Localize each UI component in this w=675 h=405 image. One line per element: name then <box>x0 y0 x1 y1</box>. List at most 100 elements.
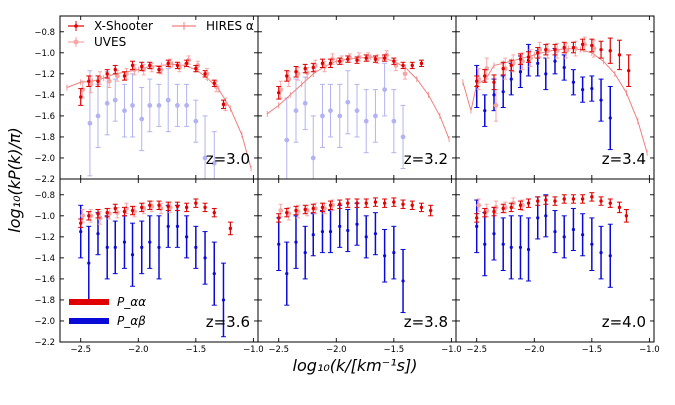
pab-point <box>157 245 161 249</box>
xshooter-point <box>140 205 144 210</box>
xshooter-point <box>608 201 612 205</box>
x-tick-label: −1.5 <box>582 345 603 355</box>
pab-point <box>140 245 144 249</box>
xshooter-point <box>184 205 189 210</box>
xshooter-point <box>105 72 109 76</box>
xshooter-point <box>355 201 359 205</box>
xshooter-point <box>590 43 594 48</box>
xshooter-point <box>617 205 622 210</box>
legend-xshooter-label: X-Shooter <box>94 19 153 33</box>
pab-point <box>518 70 523 74</box>
xshooter-point <box>419 61 424 66</box>
xshooter-point <box>212 210 216 215</box>
xshooter-point <box>184 61 189 66</box>
xshooter-point <box>526 55 531 59</box>
y-tick-label: −0.8 <box>34 191 55 201</box>
x-tick-label: −2.0 <box>524 345 545 355</box>
pab-point <box>345 99 351 105</box>
x-tick-label: −2.0 <box>326 345 347 355</box>
pab-point <box>328 108 333 114</box>
y-tick-label: −1.8 <box>34 133 55 143</box>
xshooter-point <box>113 206 117 211</box>
x-axis-label: log₁₀(k/[km⁻¹s]) <box>293 356 418 375</box>
xshooter-point <box>483 210 487 215</box>
y-tick-label: −1.6 <box>34 275 55 285</box>
xshooter-point <box>130 63 135 68</box>
pab-point <box>303 251 307 255</box>
legend-pab-label: P_αβ <box>117 314 146 328</box>
xshooter-point <box>87 214 91 218</box>
uves-point <box>493 102 499 108</box>
pab-point <box>373 113 378 119</box>
x-tick-label: −1.0 <box>243 345 264 355</box>
pab-point <box>320 229 325 234</box>
pab-point <box>294 240 298 244</box>
pab-point <box>509 245 513 249</box>
xshooter-point <box>392 59 396 63</box>
pab-point <box>185 235 189 239</box>
xshooter-point <box>175 63 180 68</box>
pab-point <box>383 254 387 258</box>
y-tick-label: −1.6 <box>34 112 55 122</box>
xshooter-point <box>526 201 531 205</box>
pab-point <box>492 93 496 97</box>
y-tick-label: −1.0 <box>34 212 55 222</box>
pab-point <box>284 137 290 143</box>
xshooter-point <box>346 201 350 205</box>
pab-point <box>104 100 110 106</box>
xshooter-point <box>624 214 629 218</box>
xshooter-point <box>338 59 342 63</box>
pab-point <box>293 108 299 114</box>
xshooter-point <box>617 53 622 57</box>
xshooter-point <box>492 209 496 214</box>
pab-point <box>194 245 198 249</box>
pab-point <box>212 272 216 276</box>
xshooter-point <box>346 57 350 61</box>
pab-point <box>285 272 289 276</box>
pab-point <box>221 298 226 302</box>
pab-point <box>346 228 350 233</box>
xshooter-point <box>536 199 540 203</box>
y-tick-label: −1.4 <box>34 91 55 101</box>
pab-point <box>354 108 360 114</box>
pab-point <box>401 279 405 283</box>
xshooter-point <box>475 216 479 220</box>
xshooter-point <box>79 95 83 99</box>
xshooter-point <box>294 208 298 213</box>
pab-point <box>338 224 342 228</box>
pab-point <box>87 261 91 265</box>
redshift-label: z=3.8 <box>404 313 448 331</box>
xshooter-point <box>509 205 513 210</box>
pab-point <box>95 113 101 119</box>
pab-point <box>590 242 594 246</box>
xshooter-point <box>599 47 603 52</box>
pab-point <box>483 242 487 246</box>
legend-bottom: P_αα P_αβ <box>69 295 146 328</box>
pab-point <box>148 240 152 244</box>
xshooter-point <box>328 61 333 66</box>
pab-point <box>79 229 83 234</box>
xshooter-point <box>166 204 170 209</box>
xshooter-point <box>382 56 387 60</box>
uves-point <box>114 73 120 79</box>
xshooter-point <box>303 66 307 71</box>
pab-point <box>165 97 171 103</box>
pab-point <box>320 113 325 119</box>
xshooter-point <box>410 63 414 68</box>
xshooter-point <box>338 202 342 206</box>
xshooter-point <box>320 205 325 210</box>
xshooter-point <box>303 207 307 212</box>
y-tick-label: −1.4 <box>34 254 55 264</box>
xshooter-point <box>311 206 315 211</box>
pab-point <box>562 65 566 70</box>
pab-point <box>553 229 557 234</box>
panel-frame <box>455 178 655 343</box>
y-axis-label: log₁₀(kP(k)/π) <box>5 127 24 232</box>
pab-point <box>581 88 585 92</box>
pab-point <box>156 102 162 108</box>
pab-point <box>139 116 145 122</box>
pab-point <box>147 102 153 108</box>
uves-point <box>537 47 543 53</box>
pab-point <box>608 116 612 120</box>
